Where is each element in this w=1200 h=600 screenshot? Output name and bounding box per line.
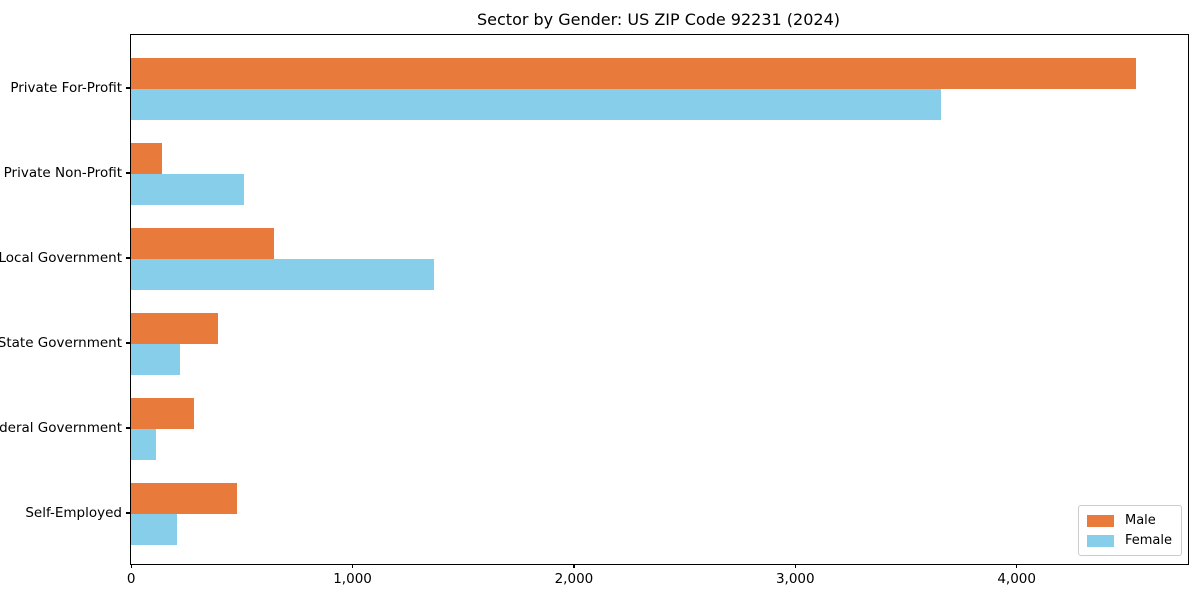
bar-male-federal-government <box>131 398 195 430</box>
bar-female-private-for-profit <box>131 89 942 120</box>
x-tick-mark <box>573 564 575 569</box>
x-tick-label: 3,000 <box>775 571 815 587</box>
bar-male-private-non-profit <box>131 143 162 174</box>
y-tick-mark <box>126 512 130 514</box>
x-tick-mark <box>351 564 354 569</box>
bar-male-state-government <box>131 313 219 345</box>
y-axis-category-label: State Government <box>0 335 122 352</box>
x-tick-mark <box>794 564 796 569</box>
bar-female-private-non-profit <box>131 174 244 205</box>
legend-male-swatch <box>1086 514 1114 527</box>
x-tick-mark <box>1016 564 1018 569</box>
y-axis-category-label: Local Government <box>0 250 122 267</box>
y-tick-mark <box>126 257 130 259</box>
legend-female-label: Female <box>1124 533 1172 548</box>
x-tick-label: 0 <box>126 571 136 587</box>
y-axis-category-label: Federal Government <box>0 420 122 437</box>
bar-female-state-government <box>131 344 180 376</box>
legend-female-swatch <box>1086 534 1114 547</box>
bar-female-federal-government <box>131 429 157 461</box>
y-axis-labels: Private For-Profit Private Non-Profit Loca… <box>0 34 122 563</box>
legend-item-male: Male <box>1086 512 1172 529</box>
legend: Male Female <box>1077 505 1182 556</box>
chart-title: Sector by Gender: US ZIP Code 92231 (202… <box>477 10 840 29</box>
bar-female-self-employed <box>131 514 178 546</box>
x-tick-label: 4,000 <box>997 571 1036 587</box>
legend-male-label: Male <box>1124 513 1156 528</box>
bar-male-local-government <box>131 228 274 260</box>
bar-male-self-employed <box>131 483 238 515</box>
legend-item-female: Female <box>1086 532 1172 549</box>
y-tick-mark <box>126 427 130 429</box>
x-tick-label: 1,000 <box>333 571 372 587</box>
bar-female-local-government <box>131 259 435 291</box>
y-tick-mark <box>126 342 130 344</box>
y-axis-category-label: Private For-Profit <box>10 80 122 96</box>
plot-area: Male Female <box>130 34 1189 565</box>
x-tick-label: 2,000 <box>554 571 594 587</box>
y-tick-mark <box>126 87 130 89</box>
bar-male-private-for-profit <box>131 58 1136 89</box>
y-tick-mark <box>126 172 130 174</box>
y-axis-category-label: Self-Employed <box>25 505 122 522</box>
y-axis-category-label: Private Non-Profit <box>3 165 122 182</box>
x-tick-mark <box>130 564 132 569</box>
